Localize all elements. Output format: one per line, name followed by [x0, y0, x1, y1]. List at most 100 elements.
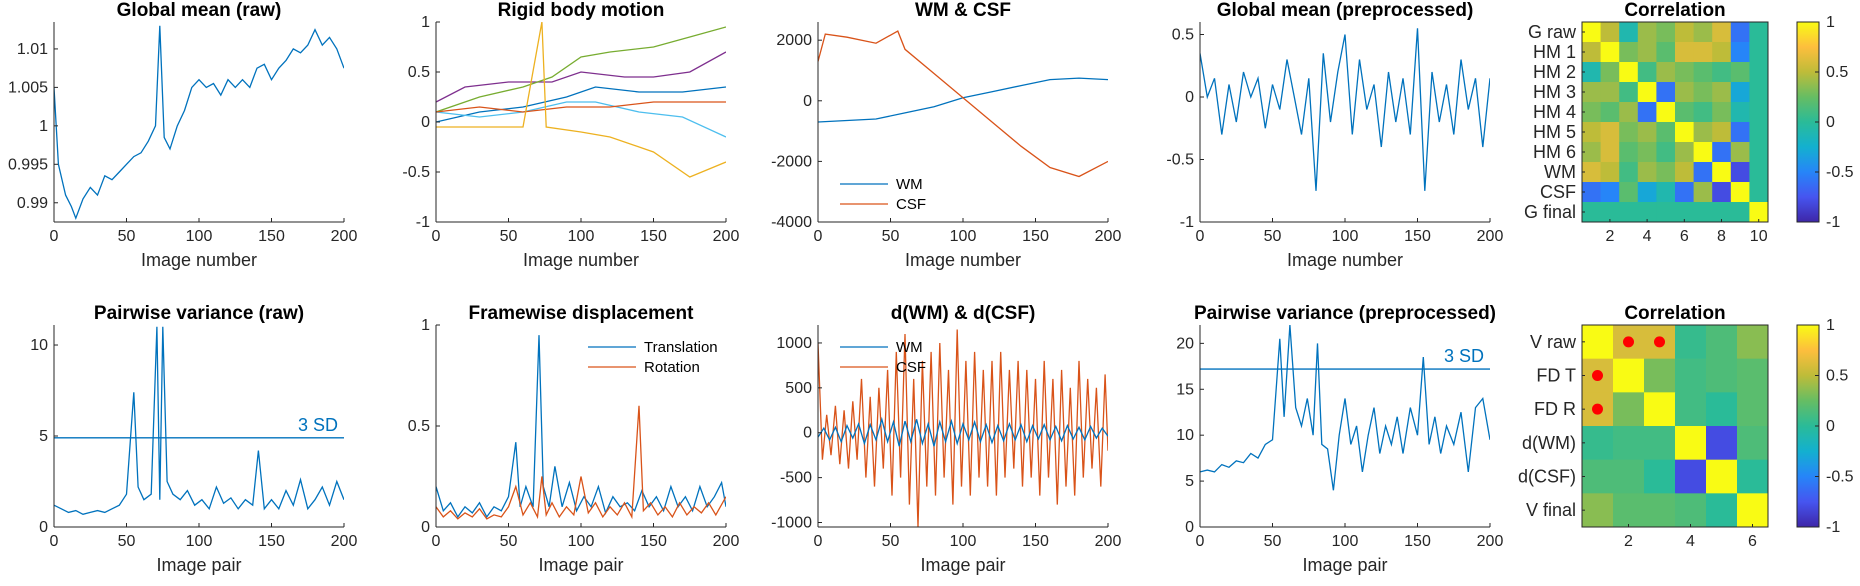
legend-label: WM — [896, 339, 923, 356]
heatmap-cell — [1675, 102, 1695, 123]
panel-10: Correlation V raw FD T FD R d(WM) d(CSF) V fin… — [1518, 303, 1854, 550]
x-tick-label: 0 — [814, 533, 823, 550]
y-tick-label: -1 — [1180, 214, 1194, 231]
heatmap-cell — [1675, 82, 1695, 103]
row-label: G raw — [1528, 22, 1577, 42]
series-line-rotation — [436, 405, 726, 520]
row-label: V raw — [1530, 332, 1577, 352]
heatmap-cell — [1730, 22, 1750, 43]
panel-2: Rigid body motion 0 50 100 150 200 -1 -0.5 0 0.5 1… — [402, 0, 739, 270]
colorbar-tick-label: -1 — [1826, 519, 1840, 536]
heatmap-cell — [1730, 162, 1750, 183]
series-line-1 — [54, 326, 344, 515]
heatmap-cell — [1656, 142, 1676, 163]
significance-marker — [1623, 336, 1634, 348]
heatmap-cell — [1613, 358, 1645, 393]
heatmap-cell — [1693, 122, 1713, 143]
x-tick-label: 0 — [50, 228, 59, 245]
heatmap-cell — [1730, 102, 1750, 123]
colorbar-tick-label: 1 — [1826, 14, 1835, 31]
y-tick-label: 0.995 — [8, 156, 48, 173]
row-label: d(WM) — [1522, 433, 1576, 453]
x-tick-label: 150 — [1404, 228, 1431, 245]
heatmap-cell — [1656, 102, 1676, 123]
heatmap-cell — [1730, 202, 1750, 223]
x-tick-label: 100 — [186, 533, 213, 550]
row-label: G final — [1524, 202, 1576, 222]
colorbar-tick-label: -0.5 — [1826, 164, 1854, 181]
heatmap-cell — [1749, 202, 1769, 223]
x-tick-label: 100 — [186, 228, 213, 245]
x-tick-label: 200 — [713, 533, 740, 550]
heatmap-cell — [1600, 62, 1620, 83]
x-tick-label: 200 — [331, 228, 358, 245]
heatmap-cell — [1582, 62, 1602, 83]
heatmap-cell — [1737, 325, 1769, 360]
heatmap-cell — [1737, 392, 1769, 427]
heatmap-cell — [1712, 42, 1732, 63]
heatmap-cell — [1693, 102, 1713, 123]
heatmap-cell — [1693, 162, 1713, 183]
x-tick-label: 100 — [1332, 533, 1359, 550]
heatmap-cell — [1675, 162, 1695, 183]
heatmap-cell — [1644, 392, 1676, 427]
heatmap-cell — [1644, 426, 1676, 461]
x-tick-label: 8 — [1717, 228, 1726, 245]
heatmap-cell — [1619, 82, 1639, 103]
x-tick-label: 100 — [950, 228, 977, 245]
heatmap-cell — [1706, 392, 1738, 427]
heatmap-cell — [1730, 62, 1750, 83]
chart-title: Correlation — [1624, 303, 1725, 324]
y-tick-label: 5 — [39, 428, 48, 445]
colorbar-tick-label: 0 — [1826, 418, 1835, 435]
x-axis-label: Image number — [523, 250, 639, 270]
heatmap-cell — [1656, 82, 1676, 103]
row-label: HM 4 — [1533, 102, 1576, 122]
heatmap-cell — [1675, 122, 1695, 143]
x-tick-label: 50 — [882, 533, 900, 550]
heatmap-cell — [1675, 62, 1695, 83]
x-tick-label: 6 — [1748, 533, 1757, 550]
heatmap-cell — [1600, 102, 1620, 123]
heatmap-cell — [1644, 459, 1676, 494]
legend-label: Translation — [644, 339, 718, 356]
x-tick-label: 0 — [1196, 533, 1205, 550]
heatmap-cell — [1619, 122, 1639, 143]
heatmap-cell — [1675, 358, 1707, 393]
series-line-2 — [436, 26, 726, 113]
x-axis-label: Image pair — [1302, 555, 1387, 575]
heatmap-cell — [1613, 392, 1645, 427]
heatmap-cell — [1675, 22, 1695, 43]
heatmap-cell — [1582, 82, 1602, 103]
heatmap-cell — [1582, 122, 1602, 143]
y-tick-label: 0.5 — [408, 418, 430, 435]
heatmap-cell — [1600, 182, 1620, 203]
heatmap-cell — [1675, 182, 1695, 203]
panel-3: WM & CSF 0 50 100 150 200 -4000 -2000 0 2000 Image… — [771, 0, 1121, 270]
x-tick-label: 10 — [1750, 228, 1768, 245]
heatmap-cell — [1675, 392, 1707, 427]
heatmap-cell — [1693, 22, 1713, 43]
x-axis-label: Image pair — [538, 555, 623, 575]
heatmap-cell — [1737, 459, 1769, 494]
y-tick-label: -2000 — [771, 153, 812, 170]
panel-6: Pairwise variance (raw) 3 SD 0 50 100 150 200 0… — [30, 303, 357, 575]
panel-8: d(WM) & d(CSF) 0 50 100 150 200 -1000 -500 0 500 1… — [771, 303, 1121, 575]
heatmap-cell — [1730, 122, 1750, 143]
heatmap-cell — [1706, 493, 1738, 528]
threshold-label: 3 SD — [1444, 346, 1484, 366]
x-tick-label: 0 — [1196, 228, 1205, 245]
heatmap-cell — [1582, 102, 1602, 123]
legend-label: CSF — [896, 359, 926, 376]
y-tick-label: 0.5 — [408, 64, 430, 81]
heatmap-cell — [1730, 142, 1750, 163]
heatmap-cell — [1675, 493, 1707, 528]
heatmap-cell — [1582, 142, 1602, 163]
series-line-1 — [1200, 325, 1490, 491]
x-tick-label: 100 — [950, 533, 977, 550]
panel-7: Framewise displacement 0 50 100 150 200 0 0.5 1 I… — [408, 303, 740, 575]
heatmap-cell — [1712, 62, 1732, 83]
y-tick-label: 5 — [1185, 473, 1194, 490]
heatmap-cell — [1693, 142, 1713, 163]
y-tick-label: 0.5 — [1172, 27, 1194, 44]
